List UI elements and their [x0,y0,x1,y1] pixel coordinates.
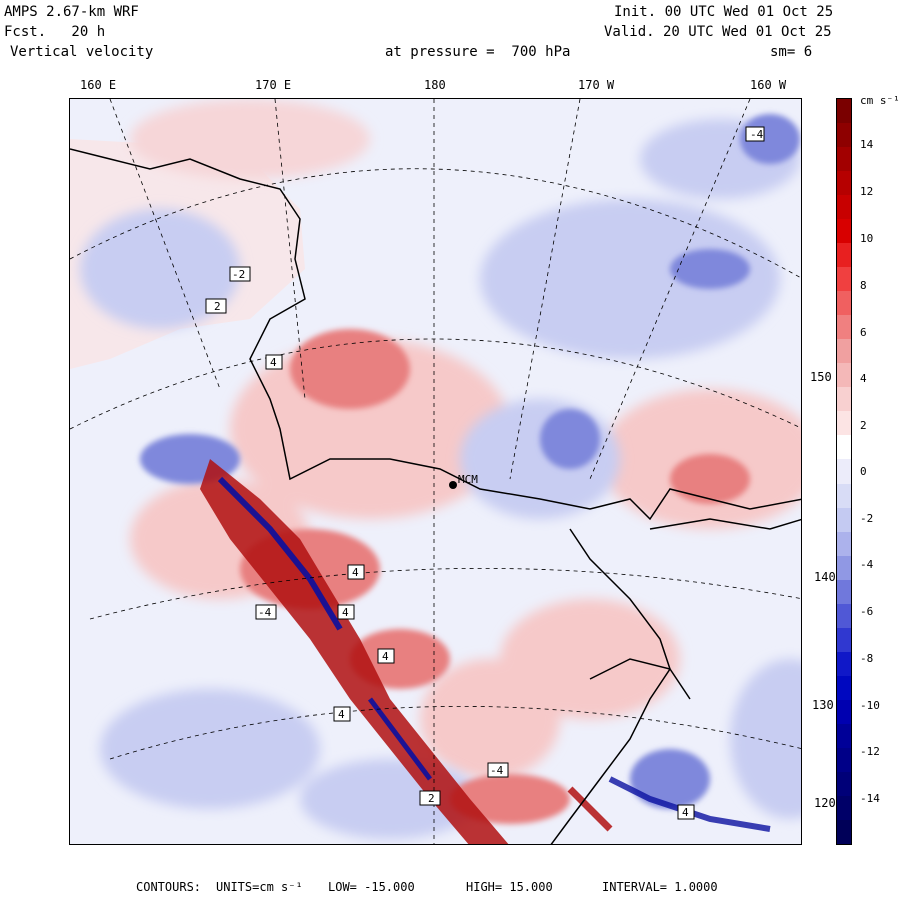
colorbar-segment [837,411,851,436]
colorbar-segment [837,795,851,820]
colorbar-tick-4: 4 [860,372,867,385]
smoothing: sm= 6 [770,44,813,60]
colorbar-tick-6: 6 [860,326,867,339]
lon-label-160w: 160 W [750,78,787,92]
colorbar-segment [837,531,851,556]
colorbar-segment [837,507,851,532]
colorbar-segment [837,771,851,796]
colorbar-segment [837,483,851,508]
colorbar-segment [837,387,851,412]
colorbar-tick-8: 8 [860,279,867,292]
pressure-level: at pressure = 700 hPa [385,44,571,60]
svg-text:4: 4 [342,606,349,619]
lon-label-170e: 170 E [255,78,292,92]
vertical-velocity-map: MCM -4 -2 2 4 4 4 4 -4 -4 4 2 4 [70,99,801,844]
colorbar-segment [837,579,851,604]
colorbar-segment [837,435,851,460]
forecast-hour: Fcst. 20 h [4,24,106,40]
colorbar-tick-0: 0 [860,465,867,478]
colorbar-segment [837,195,851,220]
colorbar-segment [837,291,851,316]
footer-high: HIGH= 15.000 [466,880,553,894]
colorbar-tick-neg8: -8 [860,652,874,665]
colorbar-tick-12: 12 [860,185,874,198]
colorbar-segment [837,555,851,580]
downdraft-field-light [80,119,801,839]
station-marker-mcm [449,481,457,489]
svg-text:-2: -2 [232,268,245,281]
colorbar-segment [837,627,851,652]
colorbar [836,98,852,845]
colorbar-segment [837,219,851,244]
colorbar-segment [837,99,851,124]
svg-text:4: 4 [338,708,345,721]
footer-low: LOW= -15.000 [328,880,415,894]
footer-interval: INTERVAL= 1.0000 [602,880,718,894]
svg-text:4: 4 [352,566,359,579]
lon-label-170w: 170 W [578,78,615,92]
svg-text:4: 4 [382,650,389,663]
colorbar-tick-neg10: -10 [860,699,880,712]
colorbar-segment [837,747,851,772]
svg-text:-4: -4 [258,606,272,619]
colorbar-segment [837,675,851,700]
svg-text:4: 4 [682,806,689,819]
mountain-wave-band [200,459,771,844]
contour-labels: -4 -2 2 4 4 4 4 -4 -4 4 2 4 [205,126,765,820]
colorbar-tick-neg14: -14 [860,792,880,805]
colorbar-segment [837,819,851,844]
colorbar-segment [837,459,851,484]
colorbar-segment [837,243,851,268]
colorbar-segment [837,339,851,364]
colorbar-units: cm s⁻¹ [860,94,900,107]
colorbar-segment [837,363,851,388]
colorbar-segment [837,171,851,196]
field-name: Vertical velocity [10,44,154,60]
colorbar-tick-10: 10 [860,232,874,245]
colorbar-segment [837,123,851,148]
colorbar-segment [837,315,851,340]
init-time: Init. 00 UTC Wed 01 Oct 25 [614,4,834,20]
svg-text:2: 2 [214,300,221,313]
colorbar-tick-neg6: -6 [860,605,874,618]
colorbar-segment [837,267,851,292]
coastline [70,148,801,844]
svg-text:4: 4 [270,356,277,369]
colorbar-segment [837,699,851,724]
colorbar-tick-14: 14 [860,138,874,151]
footer-contours: CONTOURS: [136,880,202,894]
colorbar-segment [837,723,851,748]
model-title: AMPS 2.67-km WRF [4,4,139,20]
lon-label-160e: 160 E [80,78,117,92]
colorbar-tick-2: 2 [860,419,867,432]
valid-time: Valid. 20 UTC Wed 01 Oct 25 [604,24,832,40]
colorbar-tick-neg4: -4 [860,558,874,571]
svg-text:-4: -4 [750,128,764,141]
footer-units: UNITS=cm s⁻¹ [216,880,303,894]
colorbar-tick-neg12: -12 [860,745,880,758]
colorbar-segment [837,147,851,172]
colorbar-segment [837,603,851,628]
colorbar-tick-neg2: -2 [860,512,874,525]
colorbar-segment [837,651,851,676]
map-panel: MCM -4 -2 2 4 4 4 4 -4 -4 4 2 4 [69,98,802,845]
lon-label-180: 180 [424,78,446,92]
svg-text:2: 2 [428,792,435,805]
svg-text:-4: -4 [490,764,504,777]
station-label-mcm: MCM [458,473,478,486]
graticule-lines [70,99,801,844]
